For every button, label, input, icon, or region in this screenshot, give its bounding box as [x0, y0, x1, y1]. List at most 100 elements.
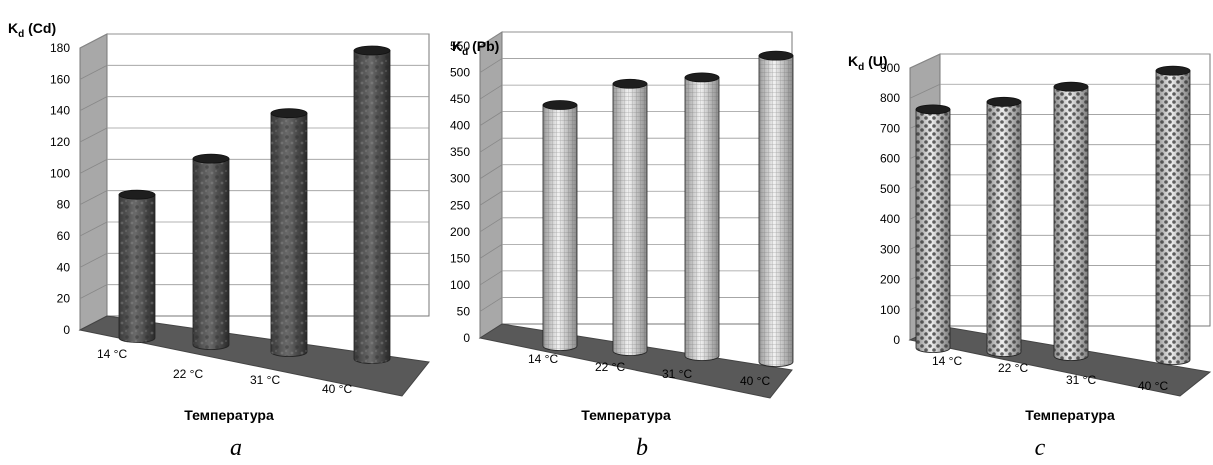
- bar-top: [684, 72, 720, 83]
- bar-top: [986, 96, 1022, 107]
- y-axis-title-main: K: [452, 38, 462, 54]
- x-tick-label: 40 °C: [322, 382, 352, 396]
- y-tick-label: 140: [50, 104, 70, 118]
- bar-texture: [1156, 70, 1190, 365]
- gridline-side: [79, 33, 108, 49]
- x-axis-title: Температура: [184, 407, 274, 423]
- x-tick-label: 14 °C: [97, 347, 127, 361]
- bar-top: [270, 108, 308, 119]
- y-tick-label: 80: [57, 198, 71, 212]
- bar: [684, 72, 720, 361]
- bar-top: [118, 189, 156, 200]
- x-tick-label: 22 °C: [998, 361, 1028, 375]
- y-tick-label: 120: [50, 135, 70, 149]
- floor: [78, 315, 430, 397]
- y-axis-title-sub: d: [18, 29, 24, 40]
- y-tick-label: 0: [463, 331, 470, 345]
- bar-texture: [543, 105, 577, 351]
- bar: [542, 100, 578, 351]
- bar-texture: [916, 109, 950, 353]
- y-tick-label: 450: [450, 92, 470, 106]
- bar-texture: [759, 55, 793, 367]
- gridline-side: [909, 53, 941, 69]
- gridline-side: [79, 190, 108, 206]
- x-tick-label: 14 °C: [932, 354, 962, 368]
- y-tick-label: 160: [50, 72, 70, 86]
- bar: [612, 78, 648, 356]
- bar-top: [758, 50, 794, 61]
- bar-top: [353, 45, 391, 56]
- y-tick-label: 200: [880, 273, 900, 287]
- x-tick-label: 31 °C: [250, 373, 280, 387]
- chart-b: 0 50 100 150 200 250 300 350 400 450 500 550 14 °C 22…: [450, 31, 794, 461]
- x-tick-label: 22 °C: [595, 360, 625, 374]
- chart-c: 0 100 200 300 400 500 600 700 800 900 14 °C 22 °C 31…: [848, 53, 1212, 461]
- panel-label: a: [230, 435, 242, 461]
- bar-texture: [193, 158, 229, 350]
- y-tick-label: 300: [880, 242, 900, 256]
- bar: [758, 50, 794, 367]
- bar-top: [1155, 65, 1191, 76]
- y-tick-label: 600: [880, 152, 900, 166]
- gridline-side: [479, 164, 503, 180]
- x-tick-label: 14 °C: [528, 352, 558, 366]
- y-tick-label: 400: [450, 119, 470, 133]
- panel-label: c: [1035, 435, 1046, 461]
- y-tick-label: 500: [450, 66, 470, 80]
- gridline-side: [79, 158, 108, 174]
- x-axis-title: Температура: [1025, 407, 1115, 423]
- gridline-side: [79, 127, 108, 143]
- side-wall: [79, 33, 108, 331]
- y-axis-title: Kd (Pb): [452, 38, 499, 58]
- y-tick-label: 400: [880, 212, 900, 226]
- gridline-side: [479, 84, 503, 100]
- x-tick-label: 40 °C: [1138, 379, 1168, 393]
- y-tick-label: 60: [57, 229, 71, 243]
- gridline-side: [479, 270, 503, 286]
- bar: [192, 153, 230, 350]
- y-tick-label: 0: [63, 323, 70, 337]
- bar: [915, 104, 951, 353]
- bar: [118, 189, 156, 343]
- bar-texture: [685, 77, 719, 361]
- bar-texture: [271, 113, 307, 357]
- gridline-side: [79, 221, 108, 237]
- chart-a: 0 20 40 60 80 100 120 140 160 180 14 °C 22 °C 31 °C 4…: [8, 20, 430, 461]
- gridline-side: [479, 297, 503, 312]
- bar: [986, 96, 1022, 357]
- bar: [270, 108, 308, 357]
- x-tick-label: 40 °C: [740, 374, 770, 388]
- bar-top: [612, 78, 648, 89]
- gridline-side: [79, 252, 108, 268]
- gridline-side: [79, 64, 108, 80]
- y-tick-label: 350: [450, 145, 470, 159]
- bar-top: [192, 153, 230, 164]
- gridline-side: [79, 284, 108, 300]
- x-axis-title: Температура: [581, 407, 671, 423]
- y-tick-label: 250: [450, 198, 470, 212]
- y-tick-label: 100: [880, 303, 900, 317]
- y-axis-title-rest: (U): [864, 53, 887, 69]
- bar-texture: [613, 83, 647, 356]
- y-tick-label: 0: [893, 333, 900, 347]
- y-axis-title-rest: (Cd): [24, 20, 56, 36]
- y-axis-title: Kd (Cd): [8, 20, 56, 40]
- x-tick-label: 31 °C: [662, 367, 692, 381]
- gridline-side: [479, 111, 503, 126]
- bar-texture: [987, 101, 1021, 357]
- y-tick-label: 300: [450, 172, 470, 186]
- y-axis-title-sub: d: [462, 47, 468, 58]
- bar: [353, 45, 391, 364]
- side-wall: [479, 31, 503, 339]
- y-tick-label: 40: [57, 260, 71, 274]
- y-axis-title-main: K: [8, 20, 18, 36]
- y-tick-label: 700: [880, 121, 900, 135]
- y-tick-label: 200: [450, 225, 470, 239]
- y-axis-title-rest: (Pb): [468, 38, 499, 54]
- bar-texture: [1054, 86, 1088, 361]
- bar-top: [915, 104, 951, 115]
- gridline-side: [479, 190, 503, 206]
- y-tick-label: 20: [57, 292, 71, 306]
- bar-top: [542, 100, 578, 110]
